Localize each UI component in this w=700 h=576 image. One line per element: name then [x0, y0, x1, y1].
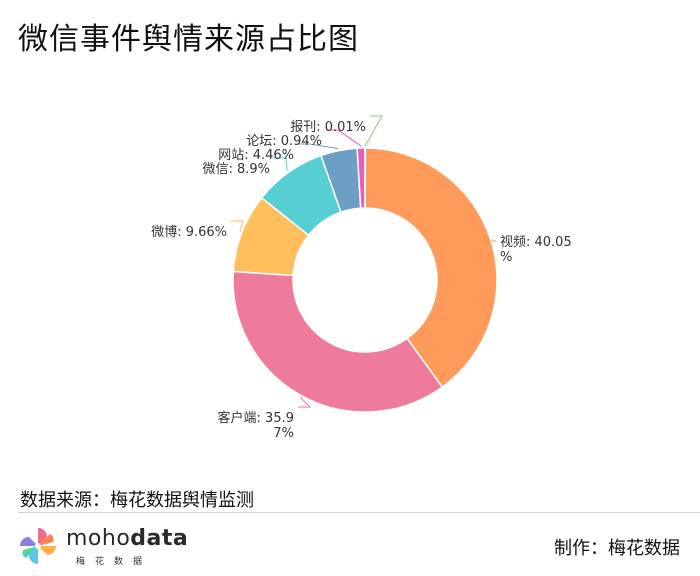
chart-title: 微信事件舆情来源占比图: [18, 22, 359, 57]
logo-name-light: moho: [66, 526, 131, 551]
slice-label-视频: %: [500, 250, 512, 265]
slice-视频[interactable]: [364, 147, 498, 389]
pinwheel-logo-icon: [20, 528, 56, 564]
leader-line-客户端: [298, 396, 312, 408]
slice-label-客户端: 客户端: 35.9: [218, 410, 294, 426]
slice-label-客户端: 7%: [273, 426, 294, 441]
slice-客户端[interactable]: [232, 270, 444, 413]
leader-line-微信: [274, 157, 288, 171]
leader-line-网站: [298, 143, 339, 150]
leader-line-微博: [231, 220, 244, 232]
slice-label-网站: 网站: 4.46%: [218, 148, 294, 163]
donut-chart: 视频: 40.05% 客户端: 35.97% 微博: 9.66% 微信: 8.9%网站…: [151, 115, 572, 441]
leader-line-报刊: [364, 115, 383, 147]
slice-label-报刊: 报刊: 0.01%: [290, 120, 366, 135]
slice-label-微信: 微信: 8.9%: [202, 162, 270, 177]
leader-line-论坛: [326, 129, 362, 147]
data-source: 数据来源：梅花数据舆情监测: [20, 490, 254, 511]
slice-报刊[interactable]: [364, 147, 367, 209]
divider: [18, 512, 700, 513]
maker-credit: 制作：梅花数据: [554, 538, 680, 559]
slice-label-视频: 视频: 40.05: [500, 235, 572, 250]
logo-name-bold: data: [130, 526, 189, 551]
leader-line-视频: [491, 238, 496, 242]
slice-label-微博: 微博: 9.66%: [151, 225, 227, 240]
slice-label-论坛: 论坛: 0.94%: [246, 134, 322, 149]
mohodata-logo: mohodata 梅花数据: [18, 524, 228, 568]
logo-subtitle: 梅花数据: [76, 557, 153, 567]
logo-wordmark: mohodata: [66, 526, 188, 551]
